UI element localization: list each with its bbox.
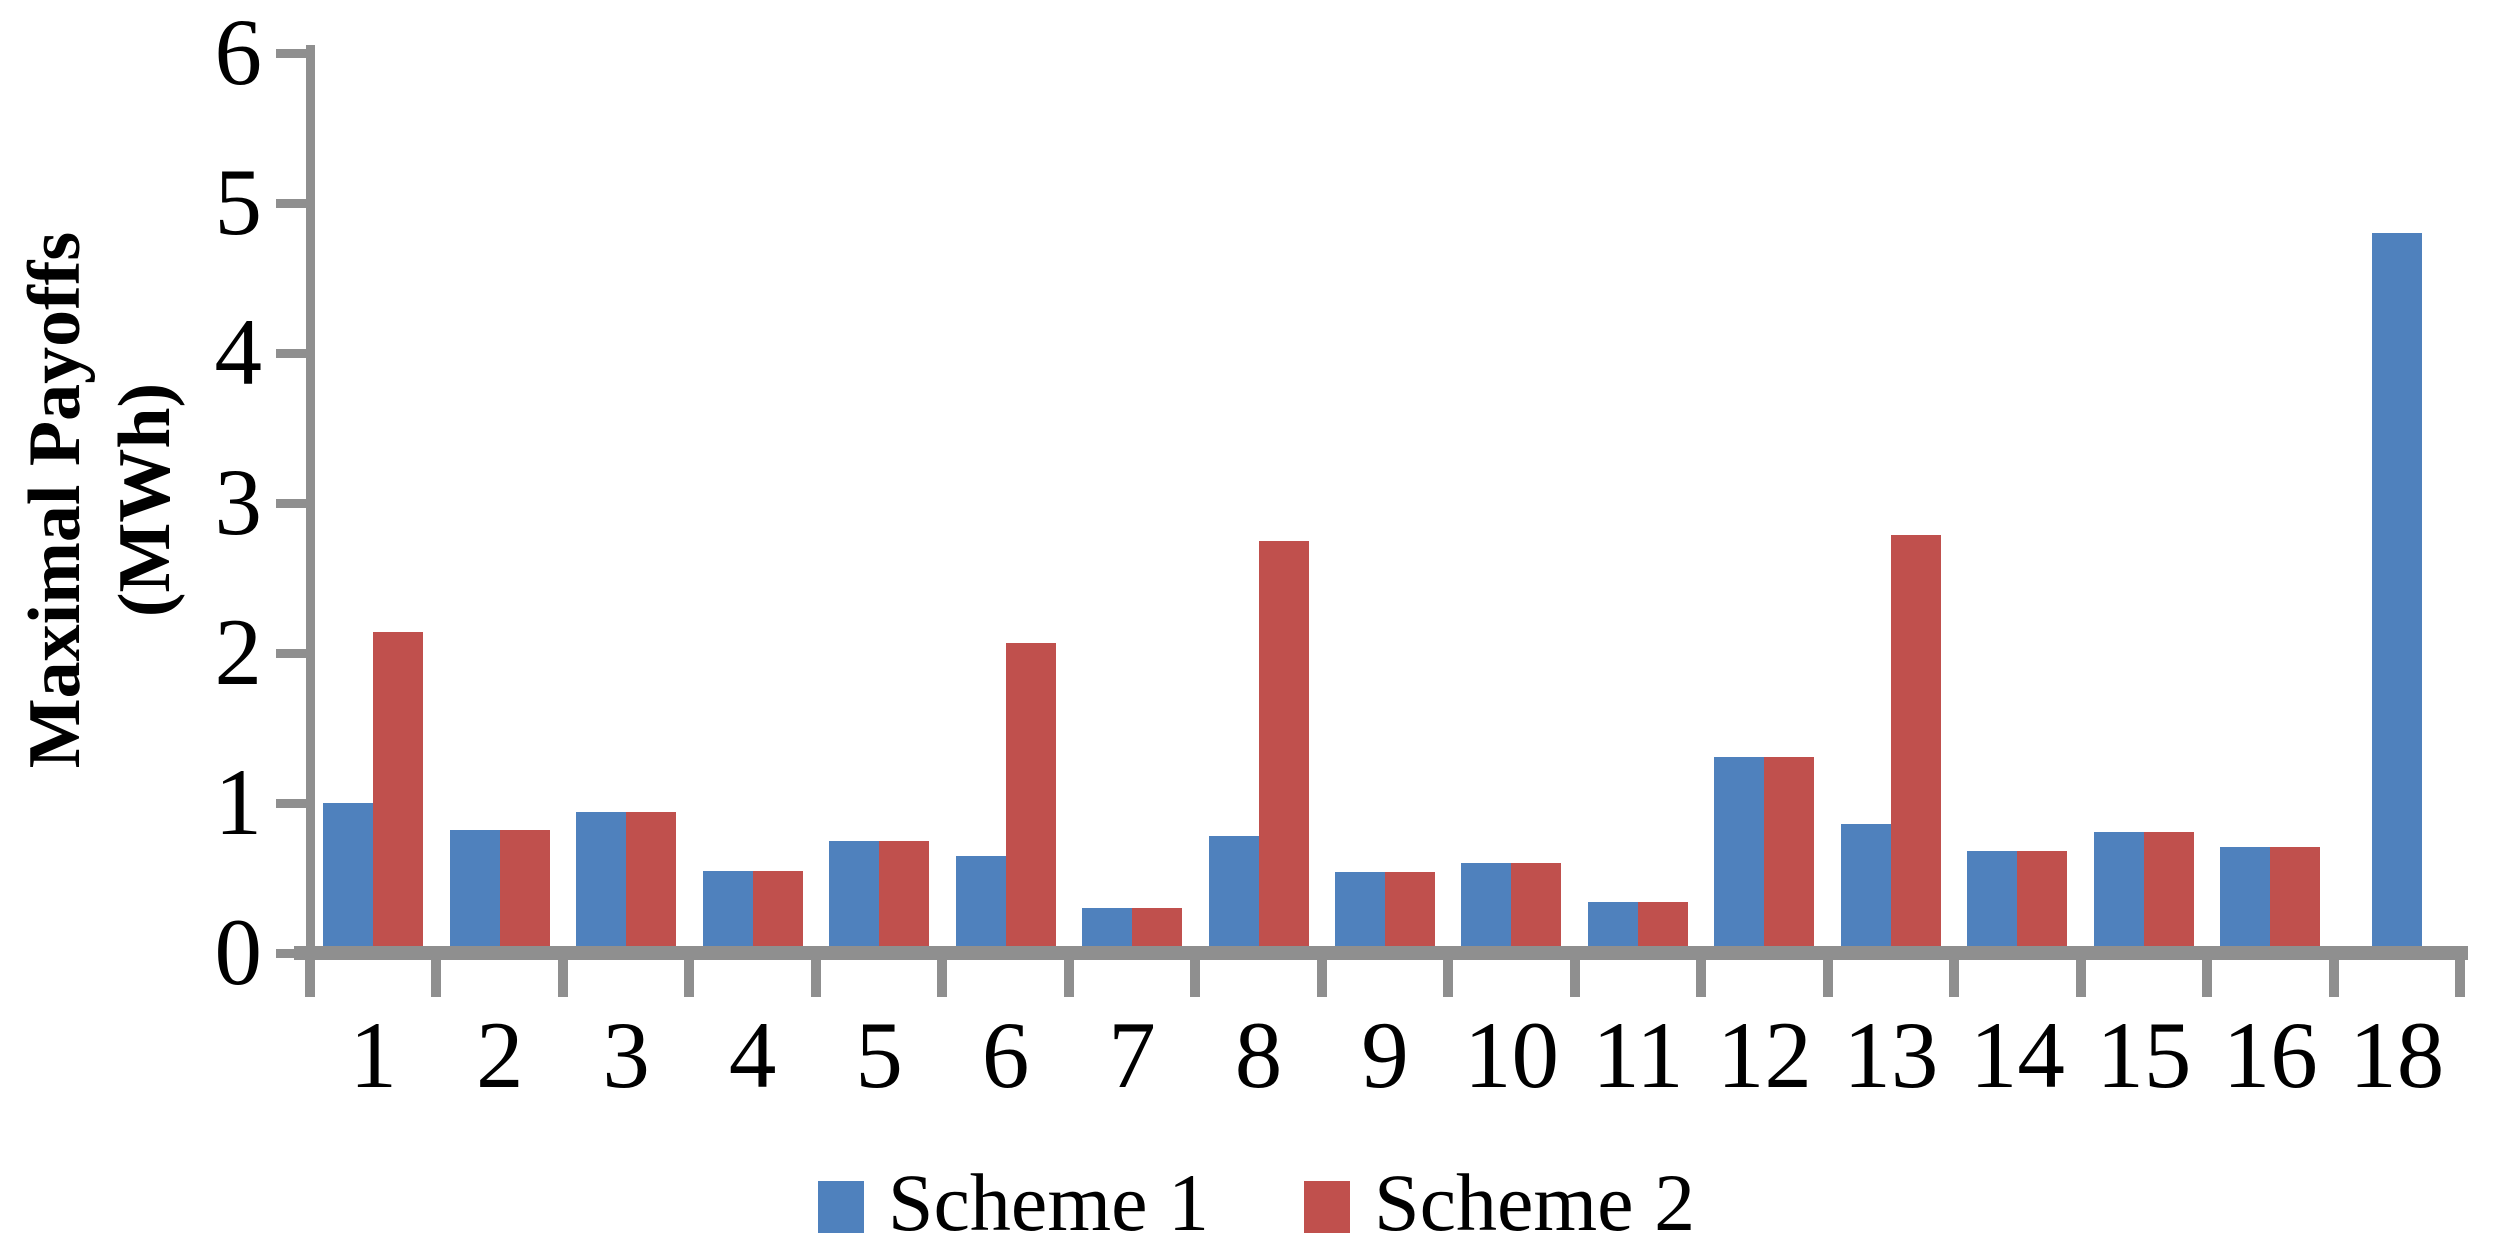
x-axis-tick [684,958,695,997]
x-tick-label-8: 8 [1234,1002,1283,1108]
y-tick-label-5: 5 [214,149,263,255]
bar-scheme-2-cat-4 [752,870,803,953]
x-axis-tick [2202,958,2213,997]
bar-scheme-2-cat-15 [2143,831,2194,953]
x-axis-tick [1443,958,1454,997]
x-tick-label-3: 3 [602,1002,650,1108]
legend-item-scheme-2: Scheme 2 [1304,1158,1695,1248]
bar-scheme-1-cat-7 [1082,908,1133,953]
y-tick-label-6: 6 [214,0,263,105]
chart-legend: Scheme 1 Scheme 2 [0,1158,2513,1248]
x-tick-label-10: 10 [1463,1002,1559,1108]
y-tick-label-1: 1 [214,749,263,855]
bar-scheme-1-cat-15 [2093,831,2144,953]
y-tick-label-4: 4 [214,299,263,405]
bar-scheme-1-cat-3 [576,812,627,953]
bar-scheme-2-cat-7 [1132,908,1183,953]
bar-scheme-2-cat-8 [1258,540,1309,953]
bar-scheme-1-cat-16 [2220,846,2271,953]
y-tick-label-3: 3 [214,449,263,555]
x-axis-tick [1190,958,1201,997]
legend-label-scheme-2: Scheme 2 [1374,1157,1696,1248]
x-axis-tick [1569,958,1580,997]
x-tick-label-16: 16 [2222,1002,2318,1108]
bar-scheme-2-cat-1 [373,632,424,953]
x-axis-tick [431,958,442,997]
bar-scheme-1-cat-14 [1967,851,2018,953]
x-tick-label-15: 15 [2096,1002,2192,1108]
bar-scheme-1-cat-10 [1461,863,1512,953]
bar-scheme-2-cat-14 [2017,851,2068,953]
y-tick-label-0: 0 [214,899,263,1005]
x-axis-tick [1822,958,1833,997]
x-axis-tick [1696,958,1707,997]
x-axis-line [294,946,2468,960]
bar-scheme-2-cat-10 [1511,863,1562,953]
bar-scheme-2-cat-6 [1005,642,1056,953]
bar-scheme-2-cat-13 [1890,534,1941,953]
y-axis-tick [276,499,306,508]
x-tick-label-12: 12 [1716,1002,1812,1108]
x-tick-label-18: 18 [2349,1002,2445,1108]
y-axis-title-line-1: Maximal Payoffs [14,231,96,769]
bar-scheme-2-cat-16 [2270,846,2321,953]
bar-scheme-1-cat-11 [1587,902,1638,953]
bar-scheme-2-cat-12 [1764,756,1815,953]
bar-scheme-1-cat-6 [955,855,1006,953]
x-tick-label-9: 9 [1361,1002,1409,1108]
y-tick-label-2: 2 [214,599,263,705]
x-axis-tick [2455,958,2465,997]
bar-scheme-2-cat-2 [499,830,550,953]
y-axis-tick [276,649,306,658]
x-axis-tick [2075,958,2086,997]
bar-scheme-1-cat-5 [829,840,880,953]
x-tick-label-4: 4 [728,1002,777,1108]
y-axis-tick [276,349,306,358]
bar-scheme-1-cat-8 [1208,836,1259,953]
bar-scheme-1-cat-4 [702,870,753,953]
legend-swatch-scheme-1-icon [817,1181,864,1233]
x-axis-tick [1063,958,1074,997]
bar-scheme-1-cat-12 [1714,756,1765,953]
legend-swatch-scheme-2-icon [1304,1181,1350,1233]
bar-scheme-1-cat-13 [1840,824,1891,953]
x-axis-tick [1949,958,1960,997]
y-axis-tick [276,199,306,208]
x-tick-label-1: 1 [349,1002,397,1108]
x-axis-tick [1316,958,1327,997]
y-axis-tick [276,799,306,808]
x-axis-tick [557,958,568,997]
bar-scheme-2-cat-11 [1637,902,1688,953]
bar-scheme-2-cat-9 [1385,872,1435,953]
x-tick-label-11: 11 [1592,1002,1684,1108]
x-tick-label-2: 2 [475,1002,524,1108]
bar-scheme-2-cat-3 [626,812,677,953]
x-tick-label-14: 14 [1969,1002,2065,1108]
bar-scheme-1-cat-1 [323,803,374,953]
x-tick-label-7: 7 [1108,1002,1156,1108]
legend-label-scheme-1: Scheme 1 [887,1157,1209,1248]
legend-item-scheme-1: Scheme 1 [817,1157,1209,1248]
bar-scheme-1-cat-18 [2371,233,2422,953]
x-tick-label-13: 13 [1843,1002,1939,1108]
x-tick-label-5: 5 [855,1002,903,1108]
bar-scheme-1-cat-2 [449,830,500,953]
x-axis-tick [305,958,315,997]
bar-scheme-2-cat-5 [879,840,930,953]
x-axis-tick [2328,958,2339,997]
x-axis-tick [937,958,948,997]
y-axis-tick [276,949,306,958]
y-axis-line [306,45,315,990]
x-tick-label-6: 6 [981,1002,1030,1108]
bar-scheme-1-cat-9 [1335,872,1385,953]
x-axis-tick [810,958,821,997]
y-axis-tick [276,49,306,58]
